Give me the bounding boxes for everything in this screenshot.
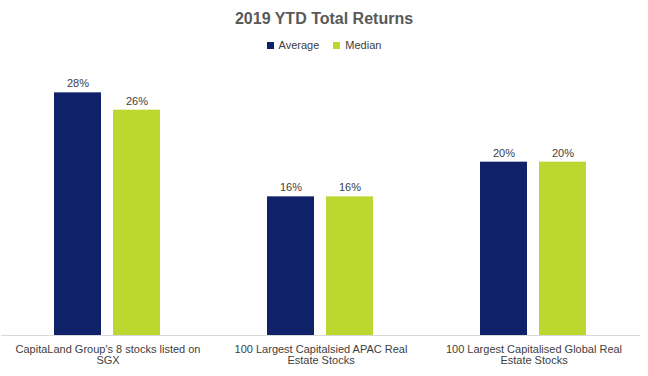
html-text:Median: Median <box>345 39 382 51</box>
svg-text:20%: 20% <box>493 147 515 159</box>
svg-text:20%: 20% <box>552 147 574 159</box>
svg-text:16%: 16% <box>280 181 302 193</box>
svg-text:28%: 28% <box>67 77 89 89</box>
svg-text:16%: 16% <box>339 181 361 193</box>
svg-text:26%: 26% <box>126 95 148 107</box>
html-text:2019 YTD Total Returns: 2019 YTD Total Returns <box>234 10 414 27</box>
svg-text:CapitaLand Group's 8 stocks li: CapitaLand Group's 8 stocks listed onSGX <box>16 343 201 366</box>
svg-text:100 Largest Capitalsied APAC R: 100 Largest Capitalsied APAC RealEstate … <box>235 343 408 366</box>
html-text:Average: Average <box>278 39 320 51</box>
svg-text:100 Largest Capitalised Global: 100 Largest Capitalised Global RealEstat… <box>446 343 622 366</box>
